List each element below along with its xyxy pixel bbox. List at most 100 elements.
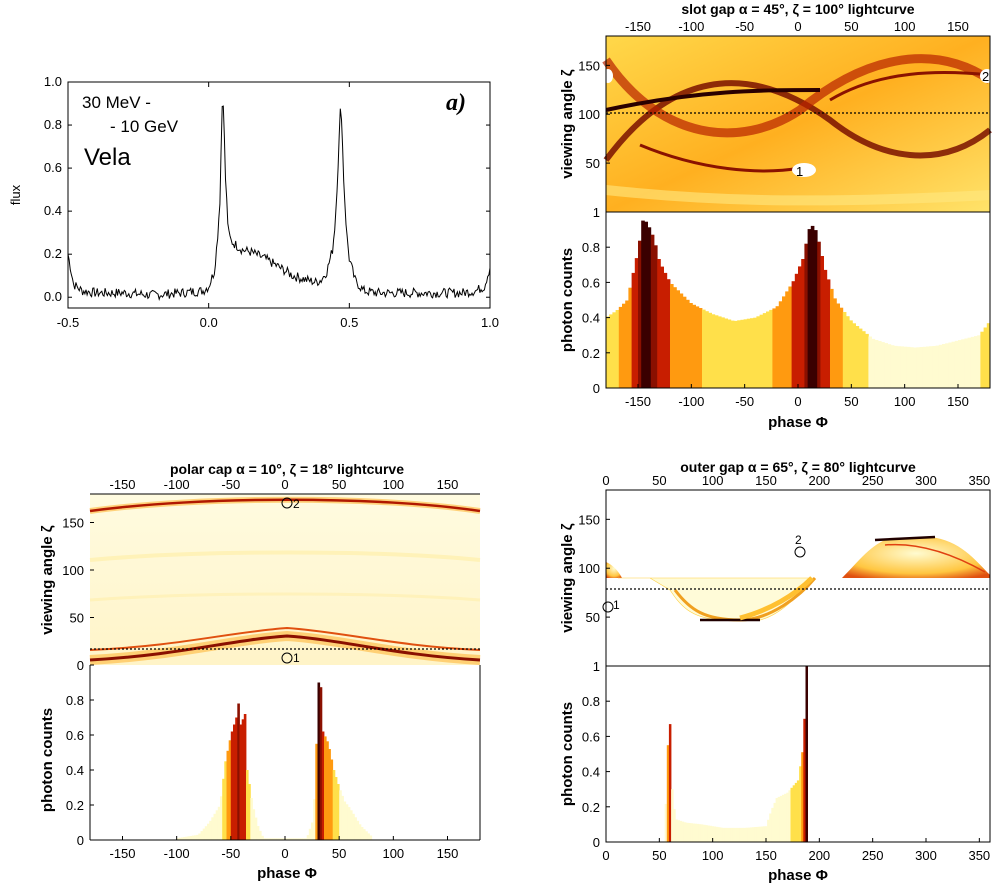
vela-energy-line2: - 10 GeV <box>110 117 179 136</box>
outer-phase-tick-label: 350 <box>968 848 990 863</box>
slot-lightcurve-bar <box>954 340 959 388</box>
slot-lightcurve-bar <box>670 284 674 388</box>
outer-lightcurve-bar <box>724 827 727 842</box>
vela-x-tick-label: -0.5 <box>57 315 79 330</box>
slot-lightcurve-bar <box>778 301 783 388</box>
slot-top-x-tick-label: 0 <box>794 19 801 34</box>
slot-phase-tick-label: 150 <box>947 394 969 409</box>
outer-phase-tick-label: 50 <box>652 848 666 863</box>
slot-lightcurve-bar <box>935 345 940 388</box>
polar-top-x-tick-label: -100 <box>164 477 190 492</box>
polar-lightcurve-bar <box>330 759 334 840</box>
outer-lightcurve-bar <box>773 802 776 842</box>
vela-x-ticks: -0.5 0.0 0.5 1.0 <box>57 82 499 330</box>
slot-lightcurve-bar <box>929 346 933 388</box>
slot-lightcurve-bar <box>689 303 693 388</box>
slot-lightcurve-bar <box>970 336 975 388</box>
slot-lightcurve-bar <box>650 234 655 388</box>
outer-lightcurve-bar <box>715 826 719 842</box>
slot-lightcurve-bar <box>676 290 680 388</box>
polarcap-marker-1 <box>281 652 293 664</box>
outer-lightcurve-bar <box>692 823 695 842</box>
slot-phase-tick-label: 100 <box>894 394 916 409</box>
polar-lightcurve-bar <box>347 807 351 840</box>
slot-lightcurve-bar <box>737 320 741 388</box>
outergap-marker-1-label: 1 <box>613 598 620 612</box>
slot-lightcurve-bar <box>865 333 869 388</box>
slot-lightcurve-bar <box>724 318 728 388</box>
slot-lightcurve-bar <box>622 303 626 388</box>
outer-top-x-tick-label: 350 <box>968 473 990 488</box>
polar-lightcurve-bar <box>328 749 331 840</box>
polarcap-marker-2-label: 2 <box>293 497 300 511</box>
slot-lightcurve-bar <box>750 318 754 388</box>
outer-lightcurve-bar <box>705 825 708 842</box>
slot-lightcurve-bar <box>791 281 796 388</box>
slotgap-counts-label: photon counts <box>559 248 576 352</box>
slot-lightcurve-bar <box>887 344 892 388</box>
slot-lightcurve-bar <box>711 314 716 388</box>
outer-lightcurve-bar <box>730 827 734 842</box>
polar-lightcurve-bar <box>293 838 297 841</box>
outer-lightcurve-bar <box>735 827 738 842</box>
polarcap-zeta-label: viewing angle ζ <box>39 525 56 635</box>
polar-lightcurve-bar <box>332 770 336 840</box>
polarcap-marker-1-label: 1 <box>293 651 300 665</box>
slot-lightcurve-bar <box>743 319 748 388</box>
slot-lightcurve-bar <box>702 309 706 388</box>
polar-lightcurve-bar <box>354 817 357 841</box>
slotgap-phase-ticks: -150 -100 -50 0 50 100 150 <box>625 384 969 409</box>
slot-lightcurve-bar <box>663 272 668 388</box>
slot-top-x-tick-label: -100 <box>678 19 704 34</box>
outer-lightcurve-bar <box>786 792 789 842</box>
slot-lightcurve-bar <box>881 342 885 388</box>
slot-lightcurve-bar <box>740 319 744 388</box>
vela-y-tick-label: 0.2 <box>44 246 62 261</box>
slot-lightcurve-bar <box>810 225 815 388</box>
slot-lightcurve-bar <box>766 311 770 388</box>
polar-lightcurve-bar <box>248 784 251 840</box>
polar-lightcurve-bar <box>226 750 230 841</box>
polar-lightcurve-bar <box>298 838 301 841</box>
polar-lightcurve-bar <box>367 833 370 840</box>
polar-lightcurve-bar <box>345 804 349 840</box>
vela-y-tick-label: 0.0 <box>44 289 62 304</box>
slot-lightcurve-bar <box>938 344 943 388</box>
slot-lightcurve-bar <box>826 279 831 388</box>
polar-counts-tick-label: 0.2 <box>66 798 84 813</box>
polar-lightcurve-bar <box>183 837 186 840</box>
outer-lightcurve-bar <box>677 820 680 842</box>
slot-lightcurve-bar <box>833 298 837 388</box>
outer-phase-tick-label: 0 <box>602 848 609 863</box>
slot-phase-tick-label: 0 <box>794 394 801 409</box>
outer-lightcurve-bar <box>747 827 751 842</box>
outer-lightcurve-bar <box>803 718 806 842</box>
slot-lightcurve-bar <box>823 269 828 388</box>
polar-lightcurve-bar <box>343 801 347 840</box>
polar-lightcurve-bar <box>274 838 277 841</box>
slot-lightcurve-bar <box>775 306 780 388</box>
slot-lightcurve-bar <box>948 342 952 388</box>
slot-lightcurve-bar <box>871 338 876 388</box>
slot-lightcurve-bar <box>753 317 757 388</box>
outer-lightcurve-bar <box>743 827 747 842</box>
polar-lightcurve-bar <box>356 820 360 841</box>
vela-y-tick-label: 0.6 <box>44 160 62 175</box>
outer-lightcurve-bar <box>754 827 757 842</box>
polar-lightcurve-bar <box>215 810 219 841</box>
slotgap-panel: slot gap α = 45°, ζ = 100° lightcurve -1… <box>559 1 994 431</box>
vela-y-tick-label: 0.8 <box>44 117 62 132</box>
slot-lightcurve-bar <box>814 230 818 388</box>
slot-lightcurve-bar <box>762 313 767 388</box>
polar-lightcurve-bar <box>228 740 232 841</box>
outer-phase-tick-label: 100 <box>702 848 724 863</box>
outer-lightcurve-bar <box>752 827 755 842</box>
outer-lightcurve-bar <box>779 795 783 842</box>
outer-lightcurve-bar <box>698 824 702 842</box>
polar-lightcurve-bar <box>360 827 364 840</box>
polar-lightcurve-bar <box>243 714 247 840</box>
slot-lightcurve-bar <box>698 308 703 388</box>
outer-top-x-tick-label: 250 <box>862 473 884 488</box>
slot-lightcurve-bar <box>884 343 888 388</box>
